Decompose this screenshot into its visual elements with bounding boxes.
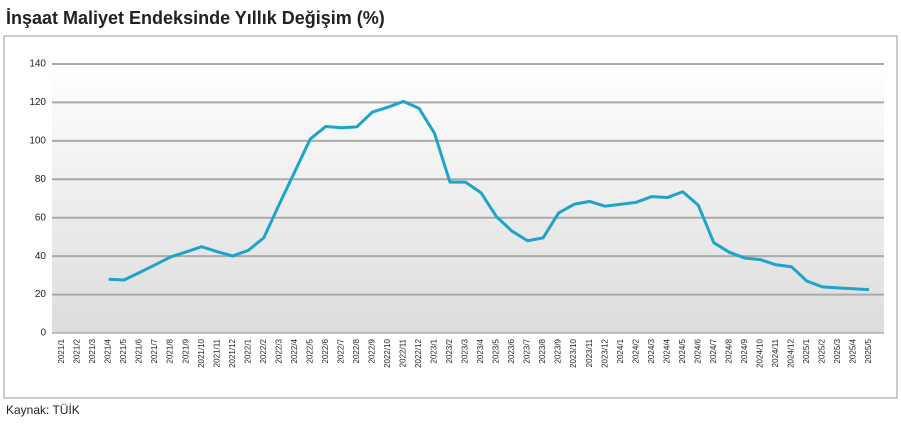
data-line (108, 99, 870, 292)
x-tick-label: 2022/4 (290, 338, 299, 363)
x-tick-label: 2021/12 (228, 338, 237, 367)
x-tick-label: 2023/1 (430, 338, 439, 363)
x-tick-label: 2024/5 (678, 338, 687, 363)
x-tick-label: 2023/6 (507, 338, 516, 363)
x-tick-label: 2025/3 (833, 338, 842, 363)
x-tick-label: 2022/9 (367, 338, 376, 363)
x-tick-label: 2024/10 (755, 338, 764, 367)
x-tick-label: 2024/11 (771, 338, 780, 367)
x-tick-label: 2023/12 (600, 338, 609, 367)
y-tick-label: 20 (35, 289, 47, 300)
x-tick-label: 2021/3 (88, 338, 97, 363)
x-tick-label: 2024/6 (693, 338, 702, 363)
x-tick-label: 2021/5 (119, 338, 128, 363)
x-tick-label: 2023/11 (585, 338, 594, 367)
x-tick-label: 2024/4 (662, 338, 671, 363)
x-tick-label: 2021/7 (150, 338, 159, 363)
x-tick-label: 2023/5 (492, 338, 501, 363)
y-tick-label: 140 (29, 59, 46, 70)
x-tick-label: 2023/3 (461, 338, 470, 363)
x-tick-label: 2024/2 (631, 338, 640, 363)
x-tick-label: 2024/3 (647, 338, 656, 363)
x-tick-label: 2023/2 (445, 338, 454, 363)
x-tick-label: 2023/10 (569, 338, 578, 367)
x-tick-label: 2025/1 (802, 338, 811, 363)
x-tick-label: 2024/8 (724, 338, 733, 363)
chart-title: İnşaat Maliyet Endeksinde Yıllık Değişim… (6, 8, 385, 28)
y-tick-label: 60 (35, 212, 47, 223)
x-tick-label: 2021/1 (57, 338, 66, 363)
x-tick-label: 2021/8 (166, 338, 175, 363)
x-tick-label: 2025/5 (864, 338, 873, 363)
y-tick-label: 120 (29, 97, 46, 108)
x-tick-label: 2025/4 (849, 338, 858, 363)
x-tick-label: 2022/10 (383, 338, 392, 367)
x-tick-label: 2022/2 (259, 338, 268, 363)
y-tick-label: 40 (35, 251, 47, 262)
x-tick-label: 2021/10 (197, 338, 206, 367)
x-tick-label: 2022/8 (352, 338, 361, 363)
x-tick-label: 2023/4 (476, 338, 485, 363)
y-tick-label: 100 (29, 135, 46, 146)
x-tick-label: 2025/2 (818, 338, 827, 363)
x-tick-label: 2023/7 (523, 338, 532, 363)
x-tick-label: 2024/9 (740, 338, 749, 363)
y-tick-label: 0 (40, 328, 46, 339)
x-tick-label: 2021/6 (135, 338, 144, 363)
plot-area (52, 64, 884, 333)
x-tick-label: 2021/11 (212, 338, 221, 367)
source: Kaynak: TÜİK (6, 403, 80, 417)
x-tick-label: 2021/2 (73, 338, 82, 363)
x-tick-label: 2023/9 (554, 338, 563, 363)
x-tick-label: 2022/5 (305, 338, 314, 363)
x-tick-label: 2021/4 (104, 338, 113, 363)
x-tick-label: 2024/12 (787, 338, 796, 367)
x-tick-label: 2024/1 (616, 338, 625, 363)
x-tick-label: 2024/7 (709, 338, 718, 363)
y-tick-label: 80 (35, 174, 47, 185)
x-tick-label: 2022/6 (321, 338, 330, 363)
x-tick-label: 2021/9 (181, 338, 190, 363)
x-tick-label: 2022/11 (399, 338, 408, 367)
x-tick-label: 2022/12 (414, 338, 423, 367)
x-tick-label: 2022/1 (243, 338, 252, 363)
x-tick-label: 2023/8 (538, 338, 547, 363)
x-tick-label: 2022/7 (336, 338, 345, 363)
x-tick-label: 2022/3 (274, 338, 283, 363)
